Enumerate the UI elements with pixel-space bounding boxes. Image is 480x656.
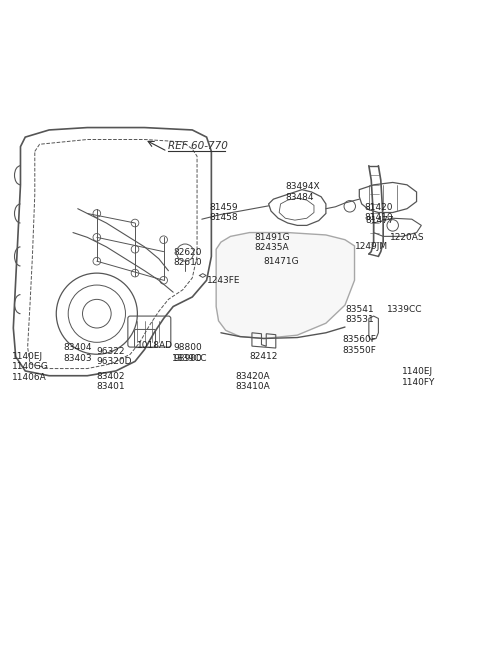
Text: 82412: 82412 [250,352,278,361]
Text: 81459
81458: 81459 81458 [209,203,238,222]
Text: 83420A
83410A: 83420A 83410A [235,372,270,392]
Text: 1249JM: 1249JM [355,242,388,251]
Text: 96322
96320D: 96322 96320D [97,347,132,367]
Text: 1018AD: 1018AD [137,341,173,350]
Text: 82435A: 82435A [254,243,289,252]
Text: 83494X
83484: 83494X 83484 [285,182,320,202]
Text: 1339CC: 1339CC [172,354,208,363]
Text: 1140EJ
1140GG
11406A: 1140EJ 1140GG 11406A [12,352,49,382]
Text: 83560F
83550F: 83560F 83550F [343,335,376,354]
Polygon shape [216,233,355,338]
Text: 81420
81410: 81420 81410 [364,203,393,222]
Text: 83541
83531: 83541 83531 [345,305,374,325]
Text: 1243FE: 1243FE [206,276,240,285]
Text: 82620
82610: 82620 82610 [173,248,202,267]
Text: 81471G: 81471G [263,257,299,266]
Text: 83402
83401: 83402 83401 [97,372,125,392]
Text: 83404
83403: 83404 83403 [63,343,92,363]
Text: 1339CC: 1339CC [387,305,422,314]
Text: 81477: 81477 [365,216,394,225]
Text: 81491G: 81491G [254,233,290,241]
Text: 98800
98900: 98800 98900 [173,343,202,363]
Text: REF 60-770: REF 60-770 [168,142,228,152]
Text: 1220AS: 1220AS [390,233,425,241]
Text: 1140EJ
1140FY: 1140EJ 1140FY [402,367,436,386]
